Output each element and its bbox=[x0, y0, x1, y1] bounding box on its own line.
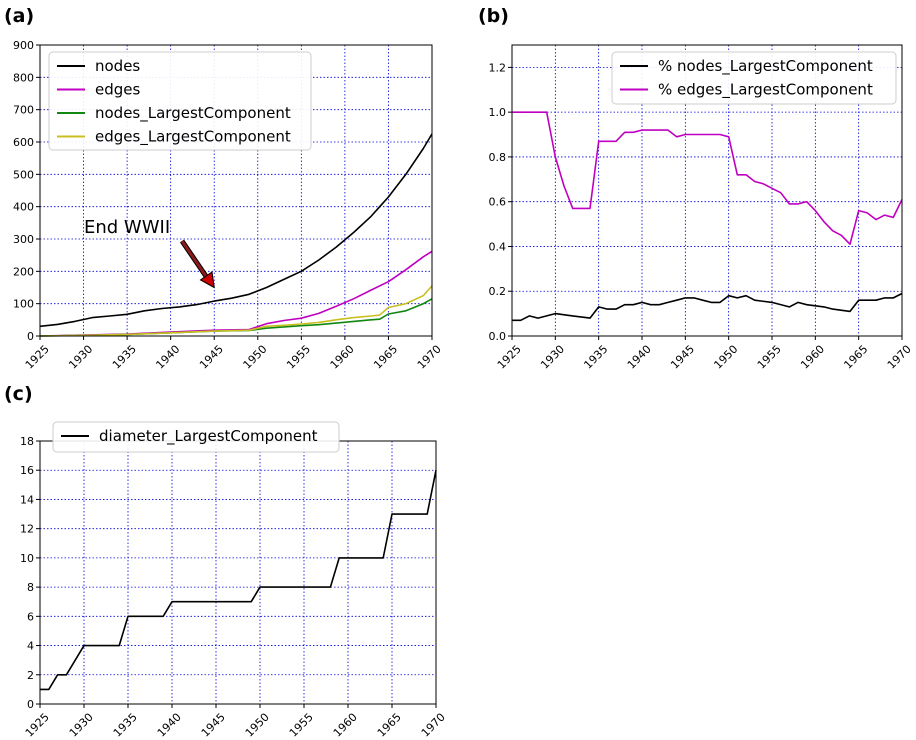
x-tick-label: 1945 bbox=[199, 711, 228, 740]
x-tick-label: 1930 bbox=[67, 711, 96, 740]
y-tick-label: 14 bbox=[20, 493, 34, 506]
annotation-arrow-head bbox=[199, 271, 215, 289]
plot-frame bbox=[511, 44, 903, 337]
y-tick-label: 0.8 bbox=[489, 151, 507, 164]
legend-entry: edges bbox=[95, 81, 141, 99]
y-tick-label: 0.0 bbox=[489, 330, 507, 343]
legend-entry: nodes_LargestComponent bbox=[95, 104, 291, 123]
x-tick-label: 1935 bbox=[110, 343, 139, 372]
x-tick-label: 1945 bbox=[668, 343, 697, 372]
x-tick-label: 1925 bbox=[495, 343, 524, 372]
x-tick-label: 1925 bbox=[23, 343, 52, 372]
y-tick-label: 300 bbox=[13, 233, 34, 246]
chart-panel-2: (b) 1925 1930 1935 1940 1945 1950 1955 1960 1965 1… bbox=[478, 5, 914, 372]
y-tick-label: 18 bbox=[20, 435, 34, 448]
legend: % nodes_LargestComponent % edges_LargestC… bbox=[611, 51, 897, 105]
y-tick-label: 0.4 bbox=[489, 240, 507, 253]
series-line-nodes bbox=[39, 133, 433, 328]
y-tick-label: 1.0 bbox=[489, 106, 507, 119]
y-tick-label: 16 bbox=[20, 464, 34, 477]
plot-frame bbox=[39, 44, 433, 337]
y-tick-label: 800 bbox=[13, 71, 34, 84]
y-tick-label: 500 bbox=[13, 168, 34, 181]
legend: diameter_LargestComponent bbox=[52, 421, 340, 453]
x-tick-label: 1955 bbox=[287, 711, 316, 740]
x-tick-label: 1940 bbox=[625, 343, 654, 372]
x-tick-label: 1930 bbox=[538, 343, 567, 372]
x-tick-label: 1925 bbox=[23, 711, 52, 740]
y-tick-label: 1.2 bbox=[489, 61, 507, 74]
plot-frame bbox=[39, 440, 437, 705]
x-tick-label: 1965 bbox=[375, 711, 404, 740]
y-tick-label: 8 bbox=[27, 581, 34, 594]
series-line-edges-largestcomponent bbox=[512, 111, 903, 245]
legend-entry: diameter_LargestComponent bbox=[99, 427, 318, 446]
x-tick-label: 1935 bbox=[111, 711, 140, 740]
y-tick-label: 200 bbox=[13, 265, 34, 278]
legend-entry: nodes bbox=[95, 57, 140, 75]
x-tick-label: 1960 bbox=[798, 343, 827, 372]
x-tick-label: 1960 bbox=[331, 711, 360, 740]
legend-entry: % edges_LargestComponent bbox=[658, 81, 873, 100]
legend-box bbox=[48, 51, 312, 151]
x-tick-label: 1965 bbox=[371, 343, 400, 372]
y-tick-label: 100 bbox=[13, 298, 34, 311]
x-tick-label: 1970 bbox=[419, 711, 448, 740]
x-tick-label: 1940 bbox=[153, 343, 182, 372]
y-tick-label: 900 bbox=[13, 39, 34, 52]
panel-label: (a) bbox=[4, 5, 34, 27]
y-tick-label: 10 bbox=[20, 552, 34, 565]
annotation-arrow-shaft-fill bbox=[180, 240, 210, 281]
x-tick-label: 1970 bbox=[885, 343, 914, 372]
x-tick-label: 1930 bbox=[66, 343, 95, 372]
x-tick-label: 1940 bbox=[155, 711, 184, 740]
y-tick-label: 600 bbox=[13, 136, 34, 149]
y-tick-label: 0.2 bbox=[489, 285, 507, 298]
panel-label: (b) bbox=[478, 5, 509, 27]
x-tick-label: 1960 bbox=[328, 343, 357, 372]
series-line-edges-largestcomponent bbox=[39, 285, 433, 337]
x-tick-label: 1945 bbox=[197, 343, 226, 372]
x-tick-label: 1955 bbox=[755, 343, 784, 372]
x-tick-label: 1950 bbox=[243, 711, 272, 740]
y-tick-label: 2 bbox=[27, 669, 34, 682]
y-tick-label: 4 bbox=[27, 640, 34, 653]
x-tick-label: 1970 bbox=[415, 343, 444, 372]
x-tick-label: 1950 bbox=[711, 343, 740, 372]
x-tick-label: 1935 bbox=[581, 343, 610, 372]
annotation-text: End WWII bbox=[84, 217, 170, 238]
series-line-diameter-largestcomponent bbox=[40, 470, 437, 691]
series-line-edges bbox=[39, 250, 433, 337]
legend: nodes edges nodes_LargestComponent edges_La… bbox=[48, 51, 312, 151]
y-tick-label: 700 bbox=[13, 104, 34, 117]
x-tick-label: 1965 bbox=[841, 343, 870, 372]
chart-panel-3: (c) 1925 1930 1935 1940 1945 1950 1955 1960 1965 1… bbox=[4, 383, 448, 740]
panel-label: (c) bbox=[4, 383, 33, 405]
x-tick-label: 1955 bbox=[284, 343, 313, 372]
y-tick-label: 6 bbox=[27, 610, 34, 623]
y-tick-label: 0 bbox=[27, 698, 34, 711]
y-tick-label: 400 bbox=[13, 201, 34, 214]
series-line-nodes-largestcomponent bbox=[512, 292, 903, 322]
x-tick-label: 1950 bbox=[241, 343, 270, 372]
y-tick-label: 12 bbox=[20, 523, 34, 536]
legend-box bbox=[52, 421, 340, 453]
y-tick-label: 0 bbox=[27, 330, 34, 343]
y-tick-label: 0.6 bbox=[489, 196, 507, 209]
legend-entry: edges_LargestComponent bbox=[95, 128, 291, 147]
legend-box bbox=[611, 51, 897, 105]
legend-entry: % nodes_LargestComponent bbox=[658, 57, 873, 76]
chart-panel-1: (a) 1925 1930 1935 1940 1945 1950 1955 1960 1965 1… bbox=[4, 5, 444, 372]
